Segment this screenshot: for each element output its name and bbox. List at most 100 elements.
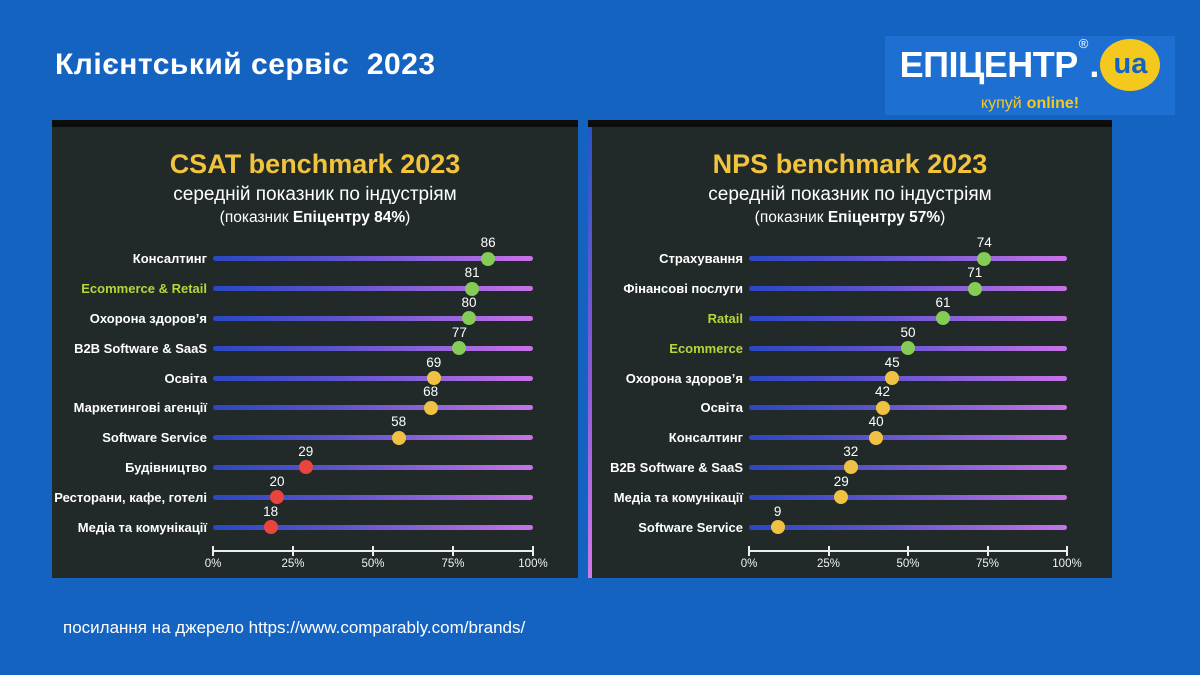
value-label: 42 xyxy=(875,384,891,400)
value-dot xyxy=(901,341,915,356)
value-dot xyxy=(452,341,467,356)
value-label: 29 xyxy=(833,473,849,489)
axis-tick-label: 25% xyxy=(281,558,305,570)
logo-dot: . xyxy=(1089,43,1100,85)
row-label: Software Service xyxy=(638,519,743,535)
row-track: 9 xyxy=(749,504,1067,535)
logo-brand-text: ЕПІЦЕНТР xyxy=(899,43,1079,85)
row-label: Охорона здоров’я xyxy=(89,310,207,326)
value-dot xyxy=(270,490,284,505)
epicentr-logo: ЕПІЦЕНТР ® . ua купуй online! xyxy=(885,36,1175,115)
value-label: 18 xyxy=(263,503,279,519)
row-track: 71 xyxy=(749,265,1067,296)
tagline-regular: купуй xyxy=(980,94,1022,112)
value-label: 86 xyxy=(480,235,496,251)
value-label: 74 xyxy=(976,235,992,251)
axis-tick-label: 50% xyxy=(361,558,385,570)
chart-row: Будівництво 29 xyxy=(52,444,578,483)
value-label: 61 xyxy=(935,294,951,310)
registered-trademark-icon: ® xyxy=(1078,35,1089,51)
chart-title: NPS benchmark 2023 xyxy=(712,149,988,179)
row-track: 81 xyxy=(213,265,533,296)
row-label: Страхування xyxy=(659,251,743,267)
chart-row: Освіта 69 xyxy=(52,355,578,393)
value-dot xyxy=(885,371,900,386)
value-label: 68 xyxy=(423,384,439,400)
row-track: 20 xyxy=(213,474,533,505)
value-label: 32 xyxy=(843,443,859,459)
value-dot xyxy=(263,520,278,535)
logo-wordmark: ЕПІЦЕНТР ® . ua xyxy=(899,35,1161,91)
row-label: Консалтинг xyxy=(668,430,743,446)
row-label: Медіа та комунікації xyxy=(77,519,207,535)
chart-row: Ecommerce & Retail 81 xyxy=(52,265,578,304)
row-track: 86 xyxy=(213,235,533,266)
axis-tick xyxy=(748,546,750,556)
axis: 0% 25% 50% 75% 100% xyxy=(205,546,548,579)
row-track: 68 xyxy=(213,384,533,415)
row-label: Software Service xyxy=(102,430,207,446)
value-label: 50 xyxy=(900,324,916,340)
axis-tick xyxy=(827,546,830,556)
axis-tick-label: 100% xyxy=(1052,558,1082,570)
row-label: Будівництво xyxy=(125,459,207,475)
row-track: 42 xyxy=(749,384,1067,415)
chart-row: Медіа та комунікації 18 xyxy=(52,504,578,542)
chart-row: Консалтинг 86 xyxy=(52,235,578,274)
rows: Страхування 74 Фінансові послуги 71 Ratail 61… xyxy=(588,235,1112,542)
value-dot xyxy=(462,311,476,326)
value-dot xyxy=(770,520,785,535)
axis-tick xyxy=(986,546,989,556)
chart-note: (показник Епіцентру 57%) xyxy=(754,209,946,226)
chart-row: Ratail 61 xyxy=(588,295,1112,334)
chart-subtitle: середній показник по індустріям xyxy=(708,184,992,205)
row-track: 80 xyxy=(213,295,533,326)
value-dot xyxy=(977,251,992,266)
value-label: 77 xyxy=(451,324,467,340)
logo-tagline: купуй online! xyxy=(981,95,1079,113)
axis-tick xyxy=(212,546,214,556)
row-track: 61 xyxy=(749,295,1067,326)
value-label: 9 xyxy=(773,503,782,519)
axis-tick-label: 50% xyxy=(896,558,920,570)
nps-chart-panel: NPS benchmark 2023 середній показник по … xyxy=(588,120,1112,578)
chart-row: B2B Software & SaaS 77 xyxy=(52,325,578,363)
chart-row: Страхування 74 xyxy=(588,235,1112,274)
chart-title: CSAT benchmark 2023 xyxy=(169,149,461,179)
gradient-border xyxy=(588,127,592,578)
value-dot xyxy=(843,460,858,475)
chart-row: Освіта 42 xyxy=(588,384,1112,423)
value-dot xyxy=(935,311,950,326)
row-label: Ecommerce xyxy=(669,340,743,356)
chart-row: Охорона здоров’я 45 xyxy=(588,355,1112,393)
chart-row: Маркетингові агенції 68 xyxy=(52,384,578,423)
axis-tick-label: 100% xyxy=(518,558,548,570)
row-track: 69 xyxy=(213,355,533,386)
value-dot xyxy=(869,430,884,445)
value-dot xyxy=(481,251,496,266)
row-track: 29 xyxy=(749,474,1067,505)
axis-tick-label: 75% xyxy=(441,558,465,570)
chart-note: (показник Епіцентру 84%) xyxy=(219,209,411,226)
row-track: 50 xyxy=(749,325,1067,356)
row-label: Медіа та комунікації xyxy=(613,489,743,505)
value-dot xyxy=(423,400,438,415)
value-dot xyxy=(298,460,313,475)
value-dot xyxy=(426,371,441,386)
value-label: 69 xyxy=(426,354,442,370)
axis: 0% 25% 50% 75% 100% xyxy=(741,546,1082,579)
ua-badge: ua xyxy=(1100,38,1161,91)
value-label: 45 xyxy=(884,354,900,370)
row-track: 58 xyxy=(213,414,533,445)
axis-tick xyxy=(1066,546,1068,556)
row-track: 45 xyxy=(749,355,1067,386)
chart-row: Software Service 9 xyxy=(588,504,1112,542)
axis-tick xyxy=(452,546,454,556)
chart-subtitle: середній показник по індустріям xyxy=(173,184,457,205)
row-label: Охорона здоров’я xyxy=(625,370,743,386)
rows: Консалтинг 86 Ecommerce & Retail 81 Охорона … xyxy=(52,235,578,542)
source-link-text: посилання на джерело https://www.compara… xyxy=(63,618,526,637)
axis-tick-label: 0% xyxy=(204,558,222,570)
value-label: 80 xyxy=(461,294,477,310)
value-label: 58 xyxy=(391,414,407,430)
